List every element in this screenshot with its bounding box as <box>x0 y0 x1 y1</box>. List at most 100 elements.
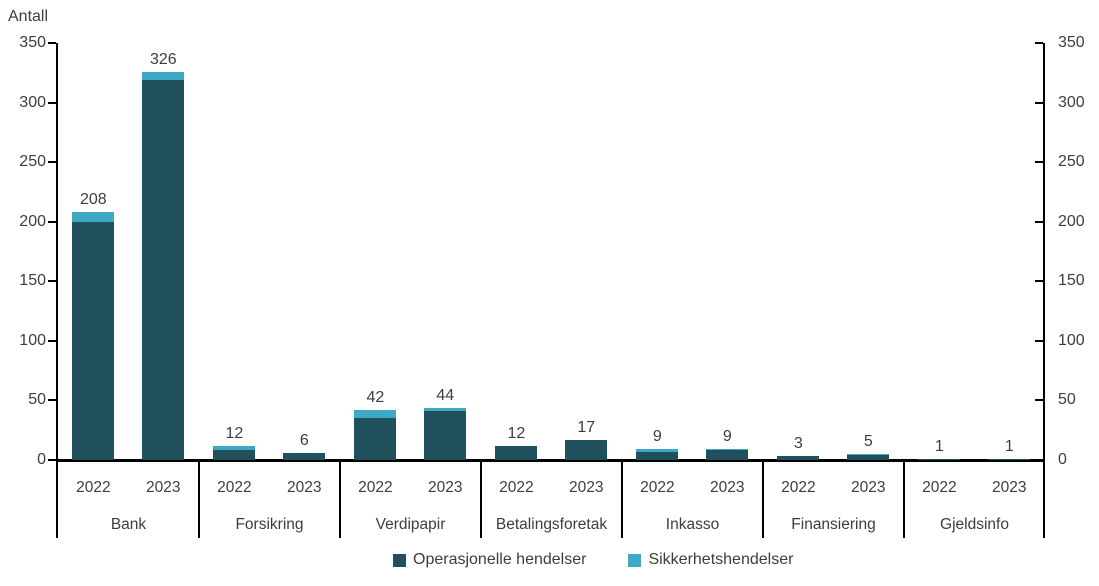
y-tick-label-right-100: 100 <box>1058 331 1085 349</box>
y-tick-right-300 <box>1035 101 1043 104</box>
y-tick-label-left-300: 300 <box>19 93 46 111</box>
legend-item-operational: Operasjonelle hendelser <box>393 551 586 569</box>
bar-total-label-gjeldsinfo-2023: 1 <box>1004 437 1014 455</box>
x-year-label-betalingsforetak-2023: 2023 <box>569 479 604 496</box>
x-year-label-inkasso-2022: 2022 <box>640 479 675 496</box>
y-tick-left-100 <box>48 339 56 342</box>
y-tick-right-100 <box>1035 339 1043 342</box>
y-tick-left-0 <box>48 459 56 461</box>
x-year-label-finansiering-2022: 2022 <box>781 479 816 496</box>
bar-inkasso-2023-operational <box>706 450 749 460</box>
bar-forsikring-2022-operational <box>213 450 256 460</box>
group-divider-1 <box>198 460 200 538</box>
bar-verdipapir-2022-operational <box>354 418 397 460</box>
bar-gjeldsinfo-2023-operational <box>988 458 1031 460</box>
group-divider-6 <box>903 460 905 538</box>
x-year-label-verdipapir-2022: 2022 <box>358 479 393 496</box>
x-axis-line <box>56 459 1045 462</box>
y-tick-right-0 <box>1035 459 1043 461</box>
group-divider-5 <box>762 460 764 538</box>
legend-item-security: Sikkerhetshendelser <box>628 551 793 569</box>
y-tick-left-200 <box>48 220 56 223</box>
group-divider-4 <box>621 460 623 538</box>
category-label-inkasso: Inkasso <box>665 516 720 533</box>
x-year-label-gjeldsinfo-2023: 2023 <box>992 479 1027 496</box>
bar-finansiering-2023-operational <box>847 455 890 460</box>
legend-swatch-operational <box>393 553 406 567</box>
x-year-label-verdipapir-2023: 2023 <box>428 479 463 496</box>
y-tick-label-left-150: 150 <box>19 272 46 290</box>
bar-forsikring-2022-security <box>213 445 256 451</box>
y-tick-label-right-250: 250 <box>1058 153 1085 171</box>
bar-betalingsforetak-2023-operational <box>565 439 608 460</box>
y-tick-right-250 <box>1035 161 1043 164</box>
bar-bank-2023-operational <box>142 79 185 460</box>
y-tick-left-350 <box>48 42 56 44</box>
y-tick-right-200 <box>1035 220 1043 223</box>
bar-total-label-forsikring-2023: 6 <box>299 431 309 449</box>
category-label-finansiering: Finansiering <box>791 516 876 533</box>
category-label-verdipapir: Verdipapir <box>375 516 446 533</box>
category-label-bank: Bank <box>110 516 147 533</box>
bar-forsikring-2023-operational <box>283 452 326 460</box>
y-tick-label-right-300: 300 <box>1058 93 1085 111</box>
x-year-label-inkasso-2023: 2023 <box>710 479 745 496</box>
bar-total-label-finansiering-2023: 5 <box>863 433 873 451</box>
y-tick-label-left-100: 100 <box>19 331 46 349</box>
legend-label-operational: Operasjonelle hendelser <box>413 551 587 568</box>
y-tick-label-right-200: 200 <box>1058 212 1085 230</box>
y-axis-right-line <box>1043 43 1045 538</box>
category-label-forsikring: Forsikring <box>235 516 304 533</box>
bar-bank-2022-security <box>72 212 115 222</box>
x-year-label-bank-2022: 2022 <box>76 479 111 496</box>
bar-gjeldsinfo-2022-operational <box>918 458 961 460</box>
y-tick-left-300 <box>48 101 56 104</box>
x-year-label-gjeldsinfo-2022: 2022 <box>922 479 957 496</box>
y-tick-label-right-350: 350 <box>1058 34 1085 51</box>
y-tick-label-left-50: 50 <box>28 391 46 409</box>
bar-inkasso-2022-security <box>636 449 679 452</box>
bar-total-label-verdipapir-2022: 42 <box>366 388 385 406</box>
group-divider-2 <box>339 460 341 538</box>
y-tick-left-50 <box>48 399 56 402</box>
y-tick-label-right-150: 150 <box>1058 272 1085 290</box>
bar-bank-2022-operational <box>72 221 115 460</box>
legend-swatch-security <box>628 553 642 567</box>
x-year-label-betalingsforetak-2022: 2022 <box>499 479 534 496</box>
bar-finansiering-2022-operational <box>777 456 820 460</box>
y-tick-right-150 <box>1035 280 1043 283</box>
bar-verdipapir-2022-security <box>354 409 397 419</box>
bar-total-label-verdipapir-2023: 44 <box>436 386 455 404</box>
y-tick-right-50 <box>1035 399 1043 402</box>
bar-total-label-betalingsforetak-2022: 12 <box>507 424 526 442</box>
bar-total-label-forsikring-2022: 12 <box>225 424 244 442</box>
legend-label-security: Sikkerhetshendelser <box>648 551 794 568</box>
bar-total-label-inkasso-2023: 9 <box>722 428 732 446</box>
y-tick-label-left-200: 200 <box>19 212 46 230</box>
bar-total-label-gjeldsinfo-2022: 1 <box>934 437 944 455</box>
y-tick-label-right-0: 0 <box>1058 451 1067 468</box>
bar-inkasso-2023-security <box>706 449 749 451</box>
y-tick-right-350 <box>1035 42 1043 44</box>
bar-verdipapir-2023-operational <box>424 411 467 460</box>
y-axis-title: Antall <box>8 8 49 25</box>
category-label-gjeldsinfo: Gjeldsinfo <box>940 516 1009 533</box>
x-year-label-bank-2023: 2023 <box>146 479 181 496</box>
bar-finansiering-2023-security <box>847 454 890 456</box>
x-year-label-finansiering-2023: 2023 <box>851 479 886 496</box>
x-year-label-forsikring-2022: 2022 <box>217 479 252 496</box>
y-tick-label-left-250: 250 <box>19 153 46 171</box>
bar-total-label-bank-2022: 208 <box>79 191 107 209</box>
bar-total-label-betalingsforetak-2023: 17 <box>577 418 596 436</box>
bar-bank-2023-security <box>142 71 185 80</box>
y-axis-left-line <box>56 43 58 538</box>
y-tick-left-150 <box>48 280 56 283</box>
category-label-betalingsforetak: Betalingsforetak <box>495 516 608 533</box>
bar-total-label-finansiering-2022: 3 <box>793 435 803 453</box>
group-divider-3 <box>480 460 482 538</box>
y-tick-label-right-50: 50 <box>1058 391 1076 409</box>
bar-total-label-inkasso-2022: 9 <box>652 428 662 446</box>
bar-verdipapir-2023-security <box>424 407 467 412</box>
